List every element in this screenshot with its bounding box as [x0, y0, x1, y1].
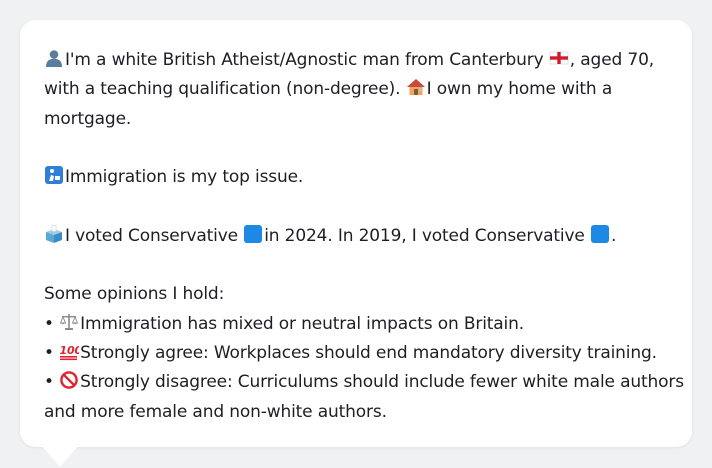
vote-2024-text: I voted Conservative	[65, 225, 238, 246]
house-icon	[406, 77, 426, 97]
vote-2019-text: in 2024. In 2019, I voted Conservative	[264, 225, 585, 246]
opinion-item: • Immigration has mixed or neutral impac…	[44, 310, 668, 339]
education-line: with a teaching qualification (non-degre…	[44, 75, 668, 104]
prohibited-icon	[59, 370, 79, 390]
opinion-text: Strongly agree: Workplaces should end ma…	[80, 342, 657, 363]
bust-in-silhouette-icon	[44, 48, 64, 68]
opinion-text: Strongly disagree: Curriculums should in…	[80, 372, 684, 393]
blue-square-icon	[243, 224, 263, 244]
spacer	[44, 192, 668, 221]
opinion-continuation: and more female and non-white authors.	[44, 401, 387, 422]
opinions-heading: Some opinions I hold:	[44, 284, 225, 305]
balance-scale-icon	[59, 312, 79, 332]
opinion-item: • Strongly disagree: Curriculums should …	[44, 368, 684, 397]
identity-text: I'm a white British Atheist/Agnostic man…	[65, 50, 544, 70]
svg-text:100: 100	[60, 344, 80, 357]
opinion-text: Immigration has mixed or neutral impacts…	[80, 313, 525, 334]
ballot-box-icon	[44, 224, 64, 244]
spacer	[44, 251, 668, 280]
home-text: I own my home with a	[426, 79, 613, 100]
voting-line: I voted Conservative in 2024. In 2019, I…	[44, 222, 668, 251]
england-flag-icon	[549, 48, 569, 68]
top-issue-line: Immigration is my top issue.	[44, 163, 668, 192]
bullet: •	[44, 342, 54, 363]
mortgage-line: mortgage.	[44, 105, 668, 134]
blue-square-icon	[590, 224, 610, 244]
vote-end-text: .	[610, 225, 617, 246]
spacer	[44, 134, 668, 163]
bubble-tail	[42, 446, 78, 467]
bullet: •	[44, 372, 54, 393]
education-text: with a teaching qualification (non-degre…	[44, 79, 401, 100]
top-issue-text: Immigration is my top issue.	[65, 167, 304, 188]
bullet: •	[44, 313, 54, 334]
hundred-points-icon: 100	[59, 341, 79, 361]
passport-control-icon	[44, 165, 64, 185]
opinion-item: • 100Strongly agree: Workplaces should e…	[44, 339, 668, 368]
mortgage-text: mortgage.	[44, 108, 132, 129]
identity-line: I'm a white British Atheist/Agnostic man…	[44, 46, 668, 75]
persona-message-bubble: I'm a white British Atheist/Agnostic man…	[20, 20, 692, 447]
age-text: , aged 70,	[569, 50, 654, 70]
